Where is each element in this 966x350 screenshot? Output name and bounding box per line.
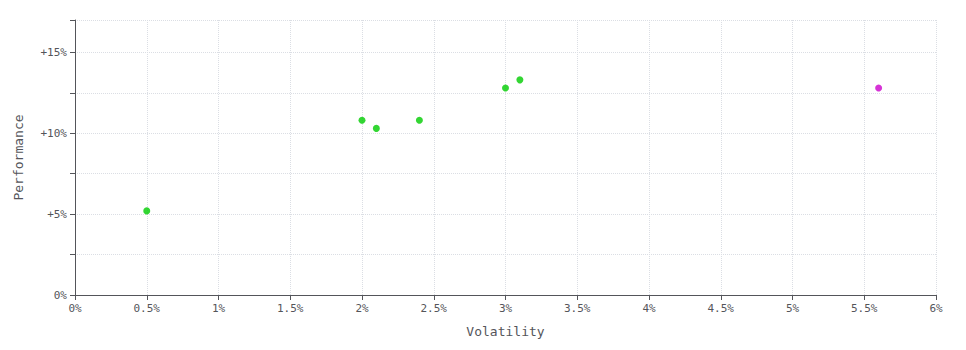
svg-text:1%: 1%: [212, 302, 226, 315]
svg-text:2%: 2%: [355, 302, 369, 315]
svg-text:3.5%: 3.5%: [564, 302, 591, 315]
svg-text:4%: 4%: [642, 302, 656, 315]
svg-text:+15%: +15%: [41, 46, 68, 59]
svg-text:5%: 5%: [786, 302, 800, 315]
svg-text:+5%: +5%: [47, 208, 67, 221]
svg-text:5.5%: 5.5%: [851, 302, 878, 315]
svg-text:+10%: +10%: [41, 127, 68, 140]
svg-text:3%: 3%: [499, 302, 513, 315]
svg-text:0%: 0%: [68, 302, 82, 315]
svg-text:2.5%: 2.5%: [421, 302, 448, 315]
svg-text:Volatility: Volatility: [466, 324, 544, 339]
svg-text:1.5%: 1.5%: [277, 302, 304, 315]
svg-text:6%: 6%: [929, 302, 943, 315]
svg-text:Performance: Performance: [11, 114, 26, 200]
svg-text:0%: 0%: [54, 289, 68, 302]
svg-text:4.5%: 4.5%: [708, 302, 735, 315]
svg-text:0.5%: 0.5%: [134, 302, 161, 315]
